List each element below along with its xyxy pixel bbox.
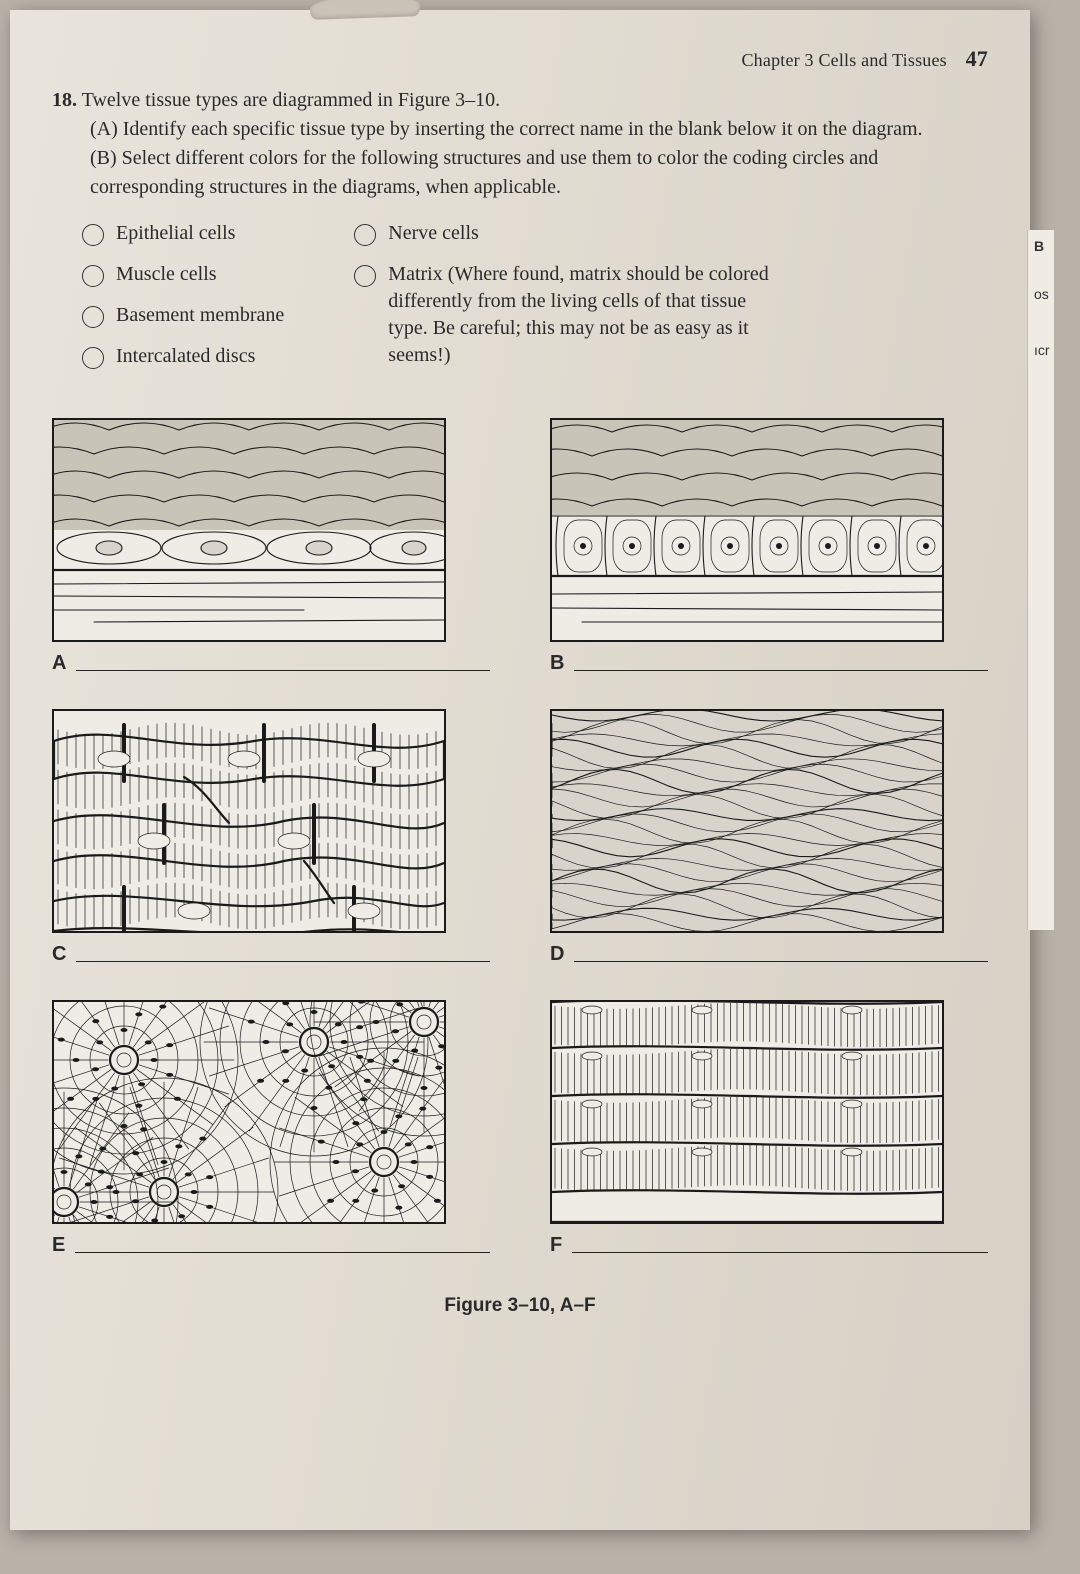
coding-circle-icon[interactable] <box>82 265 104 287</box>
panel-c: C <box>52 709 490 966</box>
tissue-svg-icon <box>552 420 942 640</box>
coding-circle-icon[interactable] <box>354 265 376 287</box>
legend-item-nerve: Nerve cells <box>354 220 774 247</box>
running-header: Chapter 3 Cells and Tissues 47 <box>52 46 988 72</box>
panel-letter: A <box>52 652 66 675</box>
question-part-a: (A) Identify each specific tissue type b… <box>90 115 988 144</box>
question-18: 18. Twelve tissue types are diagrammed i… <box>52 86 988 202</box>
coding-circle-icon[interactable] <box>82 306 104 328</box>
tissue-diagram-f <box>550 1000 944 1224</box>
question-part-b: (B) Select different colors for the foll… <box>90 144 988 202</box>
panel-label-row: E <box>52 1234 490 1257</box>
coding-circle-icon[interactable] <box>82 347 104 369</box>
textbook-page: Chapter 3 Cells and Tissues 47 18. Twelv… <box>10 10 1030 1530</box>
figure-grid: A <box>52 418 988 1257</box>
panel-label-row: F <box>550 1234 988 1257</box>
legend-item-epithelial: Epithelial cells <box>82 220 284 247</box>
answer-blank[interactable] <box>76 960 490 962</box>
panel-b: B <box>550 418 988 675</box>
panel-label-row: B <box>550 652 988 675</box>
panel-letter: B <box>550 652 564 675</box>
question-number: 18. <box>52 89 77 111</box>
tissue-diagram-d <box>550 709 944 933</box>
legend-item-basement-membrane: Basement membrane <box>82 302 284 329</box>
legend-label: Epithelial cells <box>116 220 235 247</box>
panel-letter: D <box>550 943 564 966</box>
legend-label: Basement membrane <box>116 302 284 329</box>
legend-label: Muscle cells <box>116 261 217 288</box>
edge-text: B <box>1034 238 1044 254</box>
legend-col-right: Nerve cells Matrix (Where found, matrix … <box>354 220 774 370</box>
legend-col-left: Epithelial cells Muscle cells Basement m… <box>82 220 284 370</box>
tissue-diagram-e <box>52 1000 446 1224</box>
panel-letter: E <box>52 1234 65 1257</box>
panel-letter: C <box>52 943 66 966</box>
panel-label-row: C <box>52 943 490 966</box>
tissue-diagram-b <box>550 418 944 642</box>
tissue-diagram-c <box>52 709 446 933</box>
answer-blank[interactable] <box>75 1251 490 1253</box>
panel-e: E <box>52 1000 490 1257</box>
panel-d: D <box>550 709 988 966</box>
coding-circle-icon[interactable] <box>82 224 104 246</box>
chapter-title: Chapter 3 Cells and Tissues <box>741 50 946 70</box>
legend-item-matrix: Matrix (Where found, matrix should be co… <box>354 261 774 369</box>
tissue-svg-icon <box>54 420 444 640</box>
answer-blank[interactable] <box>572 1251 988 1253</box>
legend-item-muscle: Muscle cells <box>82 261 284 288</box>
answer-blank[interactable] <box>574 960 988 962</box>
page-number: 47 <box>966 46 988 71</box>
panel-label-row: A <box>52 652 490 675</box>
tissue-svg-icon <box>552 711 942 931</box>
answer-blank[interactable] <box>574 669 988 671</box>
tissue-svg-icon <box>54 711 444 931</box>
tissue-svg-icon <box>552 1002 942 1222</box>
panel-letter: F <box>550 1234 562 1257</box>
panel-f: F <box>550 1000 988 1257</box>
figure-caption: Figure 3–10, A–F <box>52 1295 988 1317</box>
tissue-diagram-a <box>52 418 446 642</box>
legend-label: Matrix (Where found, matrix should be co… <box>388 261 774 369</box>
legend-label: Intercalated discs <box>116 343 255 370</box>
edge-text: ıcr <box>1034 342 1050 358</box>
answer-blank[interactable] <box>76 669 490 671</box>
color-legend: Epithelial cells Muscle cells Basement m… <box>82 220 988 370</box>
legend-item-intercalated-discs: Intercalated discs <box>82 343 284 370</box>
coding-circle-icon[interactable] <box>354 224 376 246</box>
legend-label: Nerve cells <box>388 220 479 247</box>
panel-a: A <box>52 418 490 675</box>
panel-label-row: D <box>550 943 988 966</box>
next-page-edge: B os ıcr <box>1027 230 1054 930</box>
question-stem: Twelve tissue types are diagrammed in Fi… <box>82 89 501 111</box>
edge-text: os <box>1034 286 1049 302</box>
tissue-svg-icon <box>54 1002 444 1222</box>
